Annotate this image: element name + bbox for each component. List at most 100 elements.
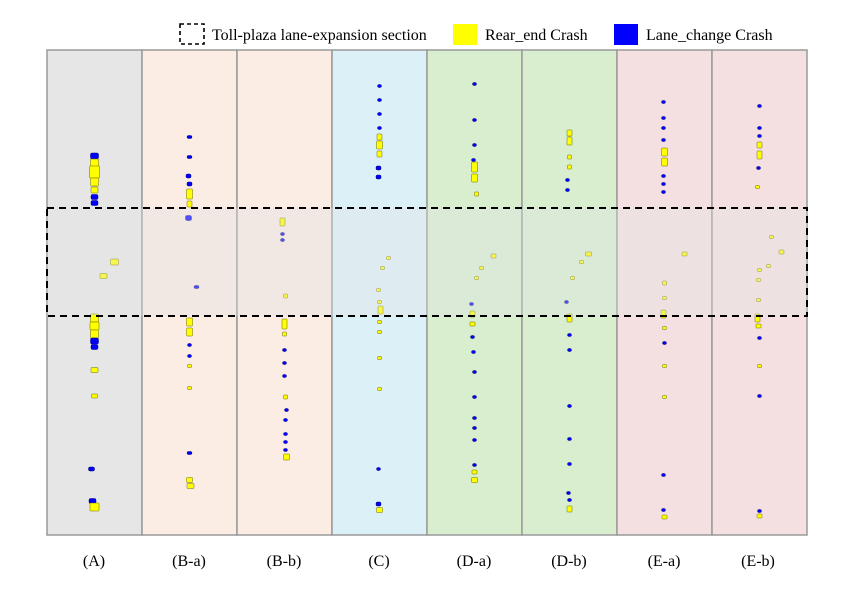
lane-change-crash-marker [567, 348, 572, 352]
lane-change-crash-marker [186, 451, 193, 455]
lane-change-crash-marker [377, 112, 382, 116]
rear-end-crash-marker [283, 293, 288, 299]
lane-change-crash-marker [566, 491, 571, 495]
rear-end-crash-marker [662, 296, 667, 300]
rear-end-crash-marker [585, 251, 592, 257]
rear-end-crash-marker [567, 164, 572, 170]
lane-change-crash-marker [90, 337, 99, 345]
lane-change-crash-marker [567, 498, 572, 502]
lane-change-crash-marker [567, 462, 572, 466]
rear-end-crash-marker [566, 136, 573, 146]
panel-e-b [711, 49, 808, 536]
rear-end-crash-marker [579, 260, 584, 264]
rear-end-crash-marker [279, 217, 286, 227]
rear-end-crash-marker [186, 317, 193, 327]
panel-label-b-b: (B-b) [267, 553, 302, 570]
rear-end-crash-marker [471, 477, 478, 483]
rear-end-crash-marker [377, 330, 382, 334]
lane-change-crash-marker [757, 336, 762, 340]
lane-change-crash-marker [186, 181, 193, 187]
lane-change-crash-marker [472, 370, 477, 374]
lane-change-crash-marker [88, 466, 95, 472]
rear-end-crash-marker [756, 150, 763, 160]
lane-change-crash-marker [375, 165, 382, 171]
legend: Toll-plaza lane-expansion section Rear_e… [179, 23, 773, 45]
lane-change-crash-marker [377, 84, 382, 88]
lane-change-crash-marker [472, 82, 477, 86]
rear-end-crash-marker [89, 165, 100, 179]
rear-end-crash-marker [283, 394, 288, 400]
rear-end-crash-marker [186, 477, 193, 483]
lane-change-crash-marker [472, 463, 477, 467]
rear-end-crash-marker [471, 161, 478, 173]
rear-end-crash-marker [376, 140, 383, 150]
lane-change-crash-marker [187, 343, 192, 347]
rear-end-crash-marker [90, 186, 99, 194]
rear-end-crash-marker [91, 393, 98, 399]
lane-change-crash-marker [661, 138, 666, 142]
rear-end-crash-marker [110, 258, 119, 266]
rear-end-crash-marker [570, 276, 575, 280]
rear-end-crash-marker [662, 326, 667, 330]
lane-change-crash-marker [185, 173, 192, 179]
lane-change-crash-marker [472, 426, 477, 430]
rear-end-crash-marker [186, 483, 195, 489]
rear-end-crash-marker [766, 264, 771, 268]
rear-end-crash-marker [90, 367, 99, 373]
lane-change-crash-marker [187, 354, 192, 358]
lane-change-crash-marker [282, 348, 287, 352]
rear-end-crash-marker [469, 321, 476, 327]
lane-change-crash-marker [90, 200, 99, 206]
rear-end-crash-marker [490, 253, 497, 259]
lane-change-crash-marker [565, 188, 570, 192]
rear-end-crash-marker [282, 331, 287, 337]
rear-end-crash-marker [386, 256, 391, 260]
lane-change-crash-marker [193, 285, 200, 289]
lane-change-crash-marker [757, 394, 762, 398]
legend-swatch-section [179, 23, 205, 45]
rear-end-crash-marker [474, 191, 479, 197]
lane-change-crash-marker [471, 158, 476, 162]
lane-change-crash-marker [757, 126, 762, 130]
lane-change-crash-marker [283, 418, 288, 422]
lane-change-crash-marker [377, 126, 382, 130]
lane-change-crash-marker [186, 135, 193, 139]
lane-change-crash-marker [377, 98, 382, 102]
panel-label-e-b: (E-b) [741, 553, 775, 570]
rear-end-crash-marker [377, 387, 382, 391]
rear-end-crash-marker [377, 300, 382, 304]
panel-e-a [616, 49, 713, 536]
panel-label-d-b: (D-b) [551, 553, 587, 570]
rear-end-crash-marker [662, 395, 667, 399]
rear-end-crash-marker [187, 386, 192, 390]
panel-d-a [426, 49, 523, 536]
rear-end-crash-marker [89, 502, 100, 512]
lane-change-crash-marker [284, 408, 289, 412]
rear-end-crash-marker [661, 514, 668, 520]
rear-end-crash-marker [755, 185, 760, 189]
rear-end-crash-marker [186, 327, 193, 337]
lane-change-crash-marker [757, 509, 762, 513]
lane-change-crash-marker [567, 333, 572, 337]
rear-end-crash-marker [755, 323, 762, 329]
lane-change-crash-marker [661, 190, 666, 194]
rear-end-crash-marker [90, 177, 99, 187]
rear-end-crash-marker [474, 276, 479, 280]
rear-end-crash-marker [769, 235, 774, 239]
lane-change-crash-marker [90, 194, 99, 200]
lane-change-crash-marker [283, 440, 288, 444]
rear-end-crash-marker [778, 249, 785, 255]
rear-end-crash-marker [756, 513, 763, 519]
panel-labels: (A) (B-a) (B-b) (C) (D-a) (D-b) (E-a) (E… [83, 553, 775, 570]
rear-end-crash-marker [662, 280, 667, 286]
lane-change-crash-marker [185, 215, 192, 221]
lane-change-crash-marker [567, 437, 572, 441]
lane-change-crash-marker [376, 467, 381, 471]
lane-change-crash-marker [283, 432, 288, 436]
lane-change-crash-marker [280, 232, 285, 236]
rear-end-crash-marker [757, 268, 762, 272]
rear-end-crash-marker [662, 364, 667, 368]
panel-label-d-a: (D-a) [457, 553, 492, 570]
lane-change-crash-marker [90, 344, 99, 350]
panel-label-e-a: (E-a) [648, 553, 681, 570]
